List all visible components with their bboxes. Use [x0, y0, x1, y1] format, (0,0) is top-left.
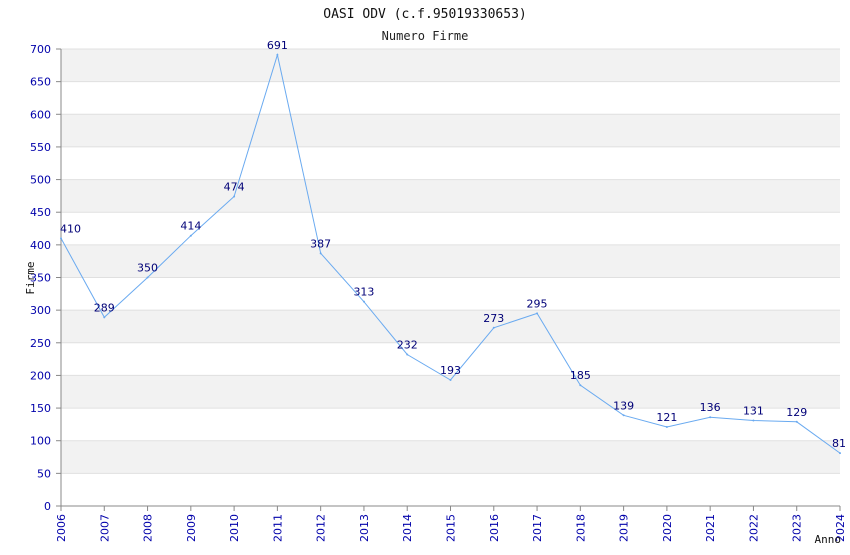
data-point — [579, 384, 582, 387]
data-point — [449, 378, 452, 381]
y-tick-label: 700 — [30, 43, 51, 56]
data-label: 81 — [832, 437, 846, 450]
data-point — [319, 252, 322, 255]
y-tick-label: 600 — [30, 108, 51, 121]
x-tick-label: 2006 — [55, 514, 68, 542]
grid-band — [61, 277, 840, 311]
x-tick-label: 2018 — [574, 514, 587, 542]
grid-band — [61, 146, 840, 180]
data-labels: 410 289 350 414 474 691 387 313 232 193 273 295 185 1… — [60, 39, 846, 450]
y-tick-label: 650 — [30, 76, 51, 89]
x-tick-label: 2023 — [791, 514, 804, 542]
grid-band — [61, 408, 840, 441]
y-axis-title: Firme — [24, 261, 37, 294]
grid-band — [61, 49, 840, 82]
x-axis-title: Anno — [815, 533, 842, 546]
x-tick-label: 2011 — [271, 514, 284, 542]
grid-bands — [61, 49, 840, 506]
axes — [56, 48, 841, 511]
data-label: 289 — [94, 301, 115, 314]
y-tick-label: 150 — [30, 402, 51, 415]
x-tick-label: 2013 — [358, 514, 371, 542]
data-point — [492, 326, 495, 329]
data-label: 131 — [743, 404, 764, 417]
data-point — [665, 426, 668, 429]
y-axis-ticks: 0 50 100 150 200 250 300 350 400 450 500 550 600 650 7… — [30, 43, 51, 513]
y-tick-label: 250 — [30, 337, 51, 350]
data-label: 474 — [224, 181, 245, 194]
grid-band — [61, 440, 840, 474]
y-tick-label: 200 — [30, 369, 51, 382]
y-tick-label: 100 — [30, 435, 51, 448]
data-point — [752, 419, 755, 422]
data-label: 313 — [353, 286, 374, 299]
grid-band — [61, 114, 840, 147]
data-label: 136 — [700, 401, 721, 414]
data-label: 350 — [137, 262, 158, 275]
grid-band — [61, 212, 840, 245]
data-label: 410 — [60, 222, 81, 235]
x-tick-label: 2014 — [401, 514, 414, 542]
grid-band — [61, 179, 840, 213]
data-point — [103, 316, 106, 319]
x-tick-label: 2008 — [142, 514, 155, 542]
data-point — [839, 452, 841, 455]
data-label: 387 — [310, 237, 331, 250]
x-tick-label: 2015 — [445, 514, 458, 542]
grid-band — [61, 342, 840, 376]
x-tick-label: 2009 — [185, 514, 198, 542]
data-point — [60, 237, 62, 240]
data-point — [362, 300, 365, 303]
chart-subtitle: Numero Firme — [382, 29, 469, 43]
x-tick-label: 2021 — [704, 514, 717, 542]
data-label: 139 — [613, 399, 634, 412]
data-label: 121 — [656, 411, 677, 424]
data-label: 185 — [570, 369, 591, 382]
data-point — [709, 416, 712, 419]
data-point — [406, 353, 409, 356]
data-point — [146, 276, 149, 279]
y-tick-label: 550 — [30, 141, 51, 154]
y-tick-label: 350 — [30, 272, 51, 285]
x-tick-label: 2010 — [228, 514, 241, 542]
x-tick-label: 2017 — [531, 514, 544, 542]
data-label: 232 — [397, 339, 418, 352]
x-tick-label: 2012 — [315, 514, 328, 542]
data-point — [189, 234, 192, 237]
data-point — [622, 414, 625, 417]
data-label: 273 — [483, 312, 504, 325]
series — [60, 52, 841, 455]
grid-band — [61, 473, 840, 506]
grid-band — [61, 81, 840, 115]
chart-title: OASI ODV (c.f.95019330653) — [323, 7, 527, 22]
x-tick-label: 2016 — [488, 514, 501, 542]
x-tick-label: 2022 — [747, 514, 760, 542]
y-tick-label: 450 — [30, 206, 51, 219]
y-tick-label: 300 — [30, 304, 51, 317]
data-label: 193 — [440, 364, 461, 377]
x-axis-ticks: 2006 2007 2008 2009 2010 2011 2012 2013 2014 2015… — [55, 514, 847, 542]
y-tick-label: 50 — [37, 467, 51, 480]
data-point — [233, 195, 236, 198]
grid-band — [61, 310, 840, 343]
x-tick-label: 2007 — [98, 514, 111, 542]
x-tick-label: 2019 — [618, 514, 631, 542]
data-label: 414 — [180, 220, 201, 233]
data-point — [276, 53, 279, 56]
gridlines — [61, 48, 840, 507]
x-tick-label: 2020 — [661, 514, 674, 542]
data-point — [795, 420, 798, 423]
data-label: 295 — [527, 297, 548, 310]
grid-band — [61, 244, 840, 278]
y-tick-label: 500 — [30, 174, 51, 187]
data-label: 129 — [786, 406, 807, 419]
data-point — [536, 312, 539, 315]
data-label: 691 — [267, 39, 288, 52]
y-tick-label: 400 — [30, 239, 51, 252]
x-tick-label: 2024 — [834, 514, 847, 542]
y-tick-label: 0 — [44, 500, 51, 513]
